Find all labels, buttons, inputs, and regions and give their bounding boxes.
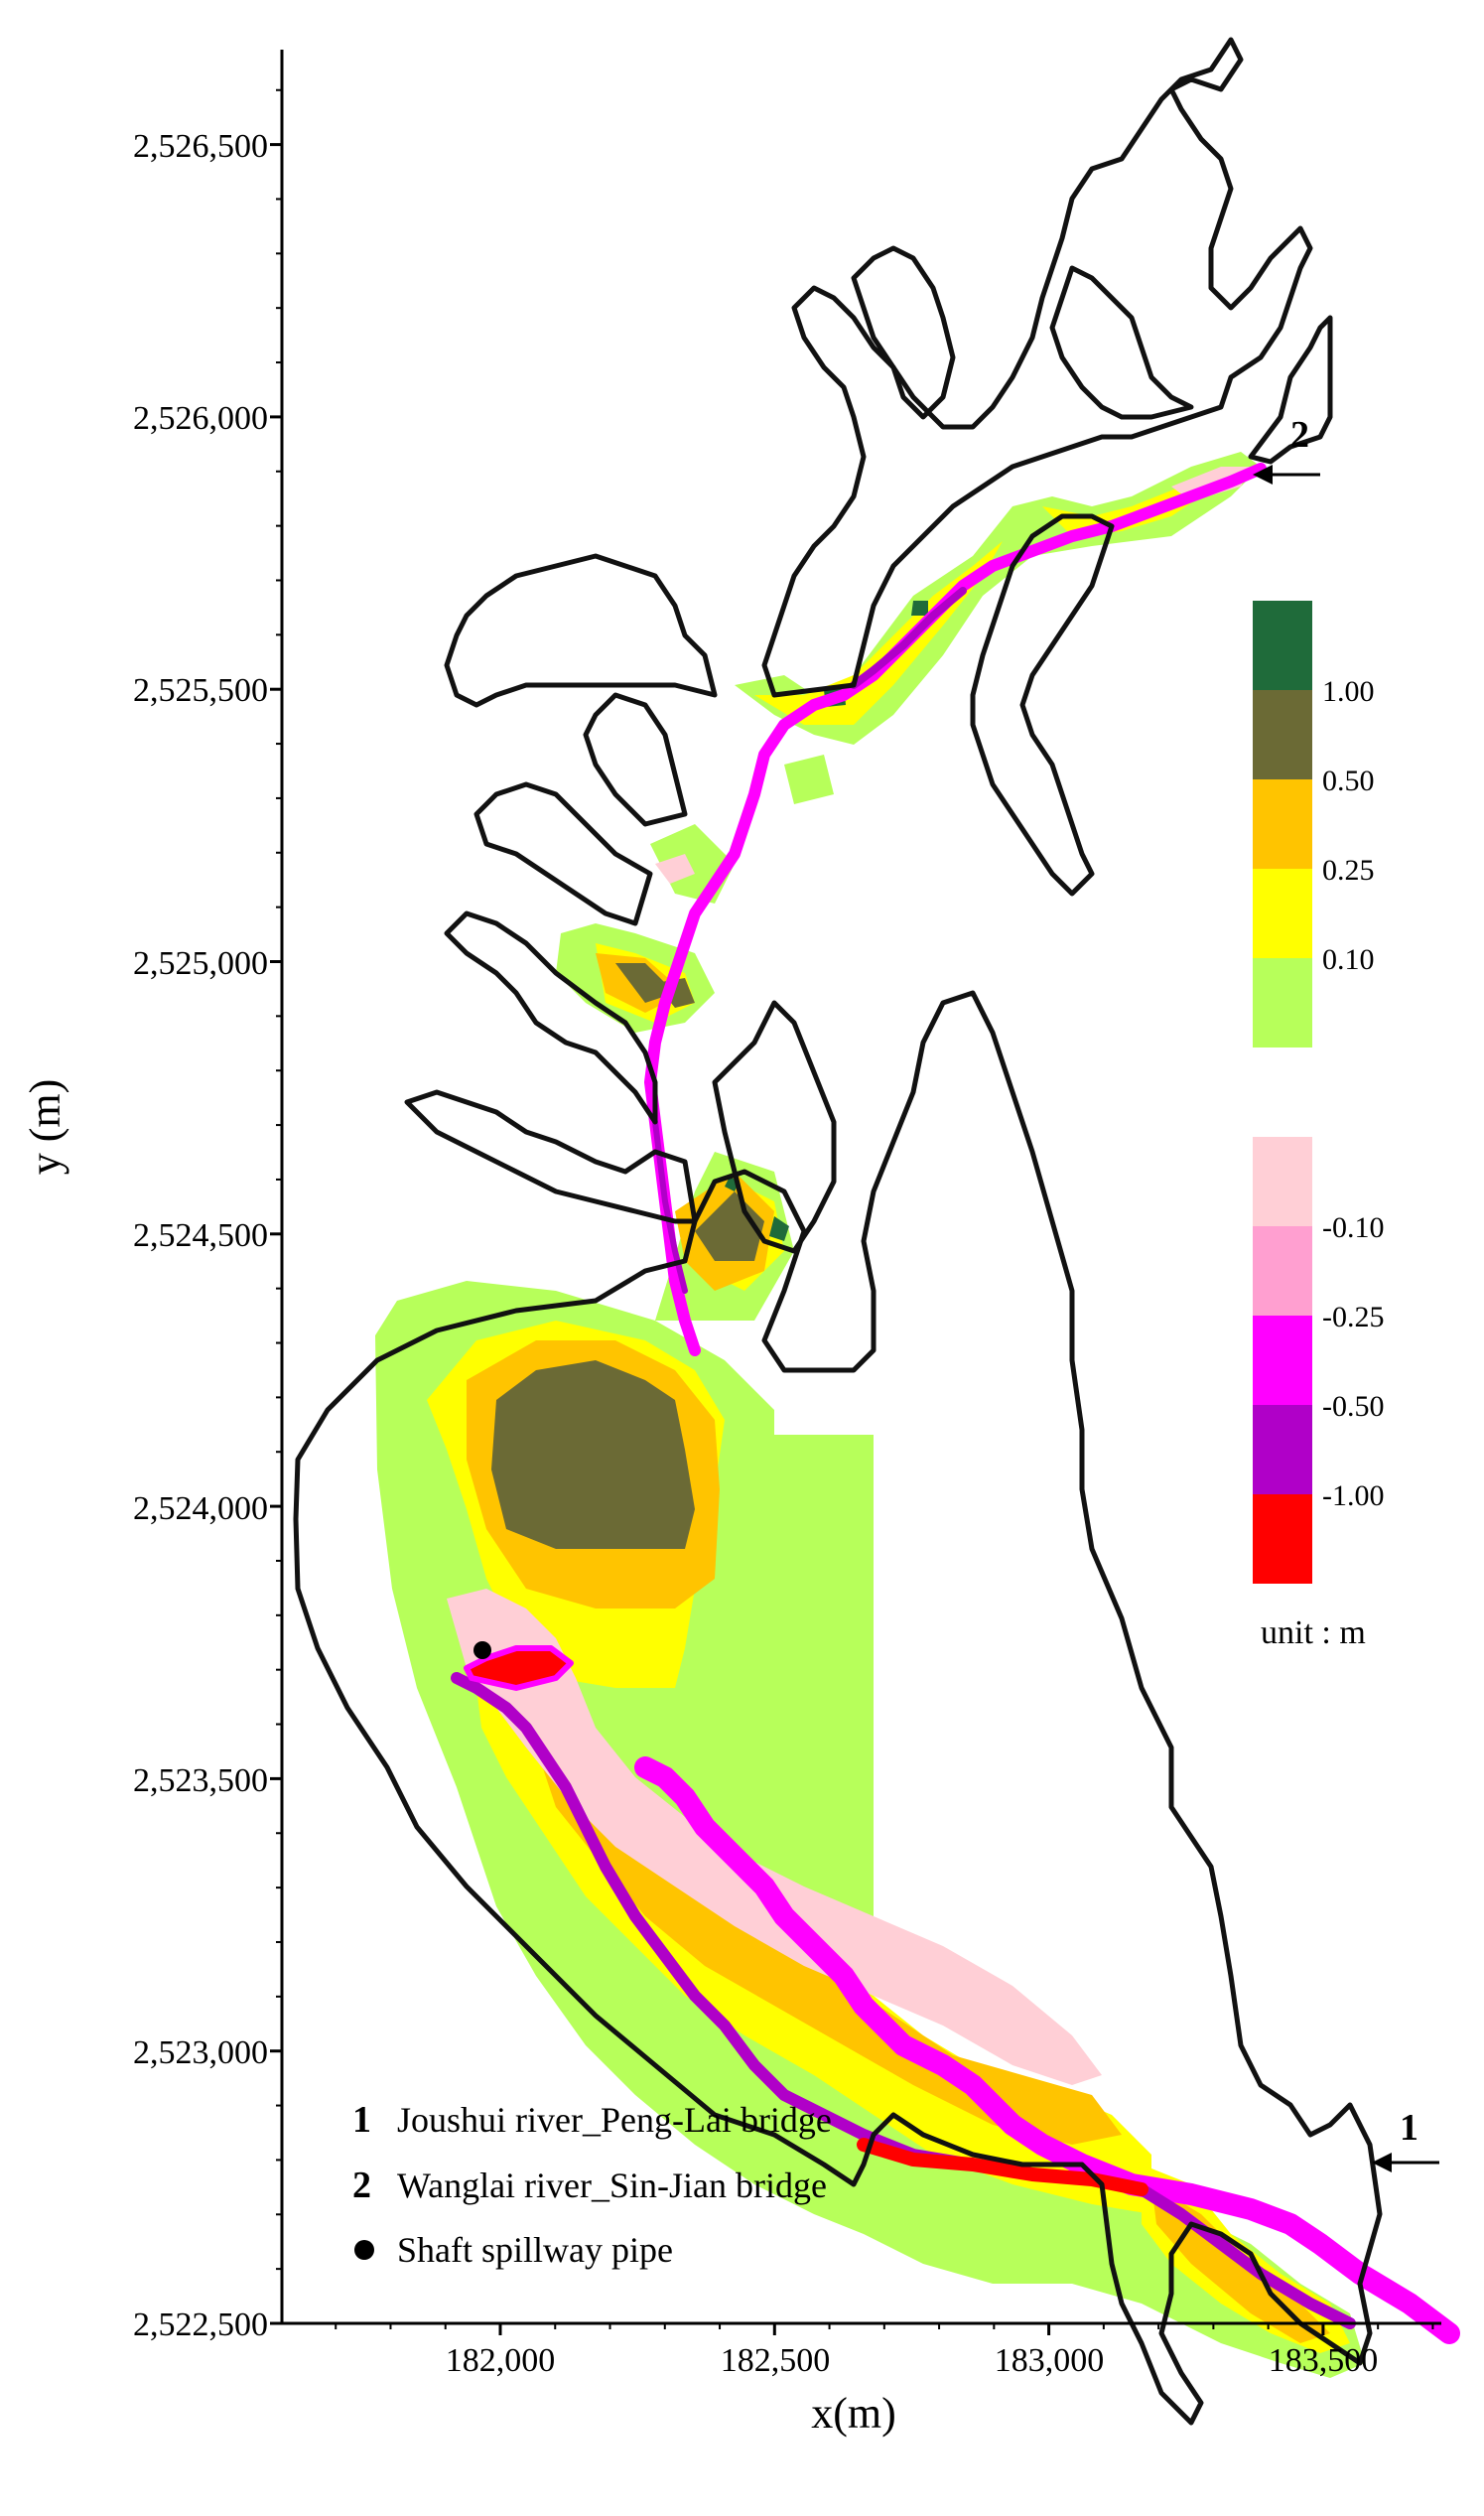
y-tick-label: 2,524,000 bbox=[133, 1490, 268, 1527]
x-tick-label: 183,500 bbox=[1269, 2342, 1379, 2379]
colorbar-swatch-purple bbox=[1253, 1405, 1312, 1494]
marker-2-number: 2 bbox=[1290, 414, 1309, 456]
y-tick-label: 2,525,000 bbox=[133, 945, 268, 982]
key: 1 Joushui river_Peng-Lai bridge 2 Wangla… bbox=[352, 2099, 832, 2270]
reservoir-boundary bbox=[293, 37, 1383, 2426]
colorbar-label: 1.00 bbox=[1322, 675, 1375, 708]
y-tick-label: 2,525,500 bbox=[133, 672, 268, 709]
x-minor-ticks bbox=[335, 2323, 1434, 2329]
y-tick-label: 2,523,000 bbox=[133, 2034, 268, 2071]
x-tick-label: 183,000 bbox=[995, 2342, 1105, 2379]
colorbar-label: -0.50 bbox=[1322, 1390, 1385, 1423]
key-dot-symbol bbox=[354, 2240, 374, 2260]
y-tick-labels: 2,522,500 2,523,000 2,523,500 2,524,000 … bbox=[133, 128, 268, 2343]
colorbar-label: -0.10 bbox=[1322, 1211, 1385, 1244]
x-tick-label: 182,500 bbox=[721, 2342, 831, 2379]
key-text-2: Wanglai river_Sin-Jian bridge bbox=[397, 2166, 827, 2205]
colorbar-label: -1.00 bbox=[1322, 1479, 1385, 1512]
key-text-1: Joushui river_Peng-Lai bridge bbox=[397, 2100, 832, 2140]
y-tick-label: 2,526,500 bbox=[133, 128, 268, 165]
channel bbox=[451, 463, 1460, 2344]
key-text-3: Shaft spillway pipe bbox=[397, 2230, 673, 2270]
y-tick-label: 2,523,500 bbox=[133, 1762, 268, 1799]
key-symbol-1: 1 bbox=[352, 2099, 371, 2141]
colorbar-label: -0.25 bbox=[1322, 1301, 1385, 1333]
colorbar-positive: 1.00 0.50 0.25 0.10 bbox=[1253, 601, 1375, 1048]
marker-1-number: 1 bbox=[1400, 2107, 1418, 2149]
marker-2-arrow-head bbox=[1253, 465, 1273, 485]
marker-1-arrow-head bbox=[1372, 2153, 1392, 2172]
x-tick-label: 182,000 bbox=[446, 2342, 556, 2379]
colorbar-swatch-dark-green bbox=[1253, 601, 1312, 690]
key-symbol-2: 2 bbox=[352, 2165, 371, 2206]
colorbar-swatch-light-pink bbox=[1253, 1137, 1312, 1226]
colorbar-label: 0.25 bbox=[1322, 854, 1375, 887]
colorbar-swatch-red bbox=[1253, 1494, 1312, 1584]
y-axis-title: y (m) bbox=[21, 1079, 69, 1176]
colorbar-swatch-olive bbox=[1253, 690, 1312, 779]
colorbar-label: 0.10 bbox=[1322, 943, 1375, 976]
marker-2: 2 bbox=[1253, 414, 1320, 485]
reservoir-map bbox=[293, 37, 1460, 2426]
unit-label: unit : m bbox=[1261, 1614, 1366, 1651]
colorbar-swatch-orange bbox=[1253, 779, 1312, 869]
colorbar-label: 0.50 bbox=[1322, 765, 1375, 797]
colorbar-swatch-light-green bbox=[1253, 958, 1312, 1048]
colorbar-swatch-magenta bbox=[1253, 1316, 1312, 1405]
colorbar-swatch-yellow bbox=[1253, 869, 1312, 958]
y-minor-ticks bbox=[276, 88, 282, 2324]
y-tick-label: 2,524,500 bbox=[133, 1217, 268, 1254]
x-axis-title: x(m) bbox=[811, 2389, 896, 2438]
axes bbox=[270, 50, 1441, 2335]
shaft-spillway-dot bbox=[473, 1641, 491, 1659]
colorbar-swatch-pink bbox=[1253, 1226, 1312, 1316]
colorbar-negative: -0.10 -0.25 -0.50 -1.00 bbox=[1253, 1137, 1385, 1584]
y-tick-label: 2,522,500 bbox=[133, 2306, 268, 2343]
zone-1-00 bbox=[491, 963, 764, 1549]
y-tick-label: 2,526,000 bbox=[133, 400, 268, 437]
marker-1: 1 bbox=[1372, 2107, 1439, 2172]
x-tick-labels: 182,000 182,500 183,000 183,500 bbox=[446, 2342, 1379, 2379]
